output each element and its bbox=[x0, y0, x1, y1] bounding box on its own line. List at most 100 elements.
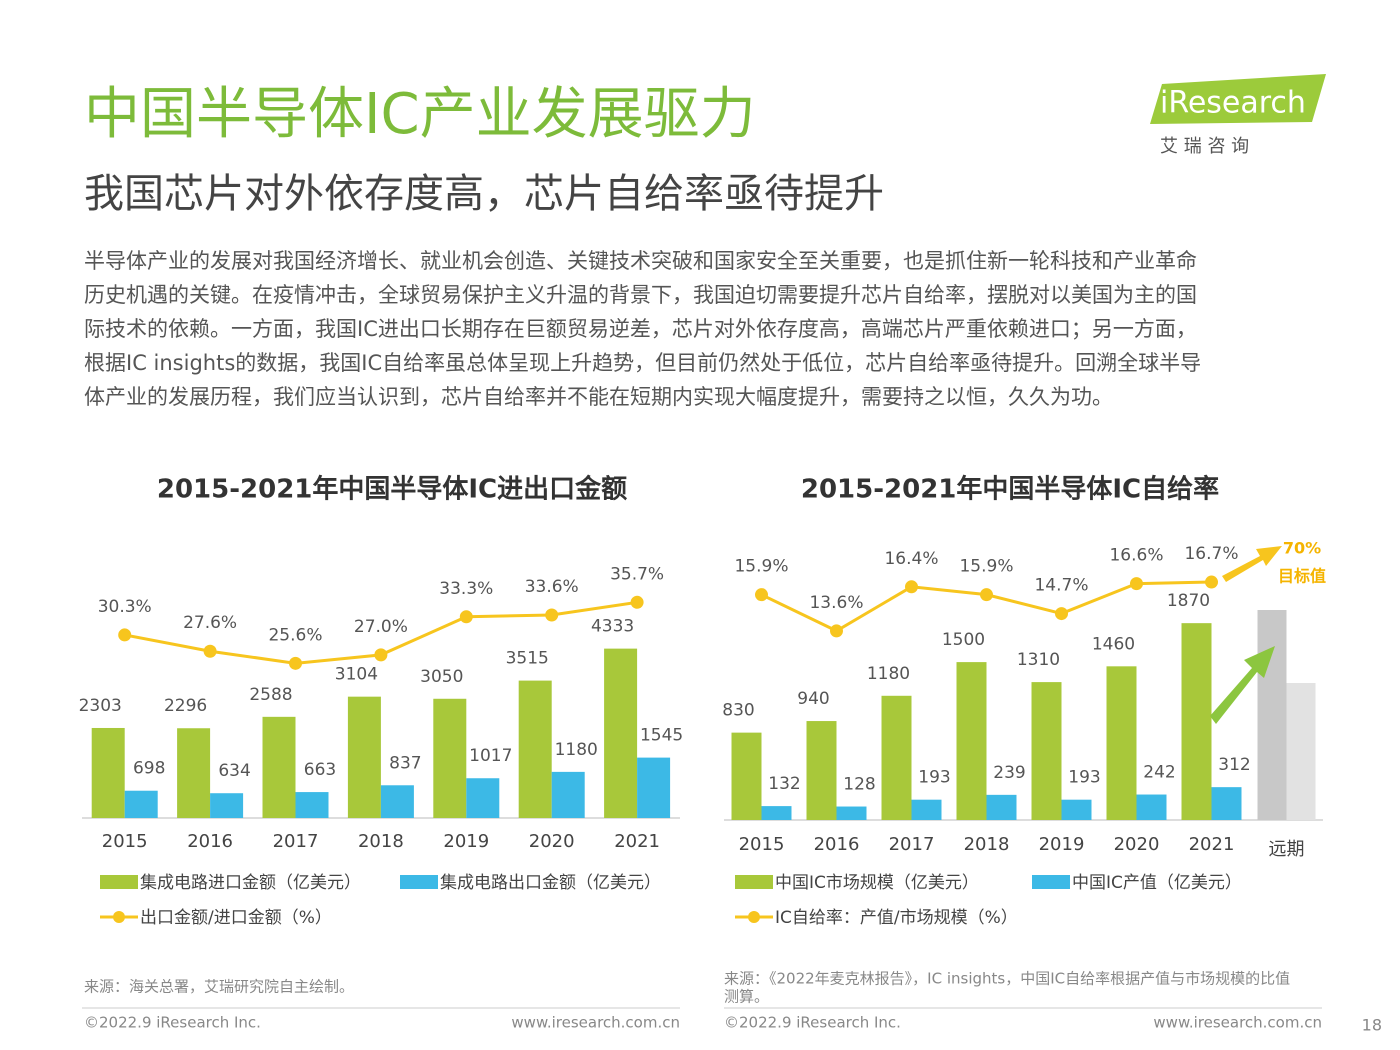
body-line: 历史机遇的关键。在疫情冲击，全球贸易保护主义升温的背景下，我国迫切需要提升芯片自… bbox=[84, 283, 1197, 307]
line-point bbox=[289, 656, 302, 670]
data-label: 33.6% bbox=[525, 577, 579, 597]
legend-swatch bbox=[113, 911, 125, 923]
body-line: 根据IC insights的数据，我国IC自给率虽总体呈现上升趋势，但目前仍然处… bbox=[84, 351, 1201, 375]
legend-swatch bbox=[735, 875, 773, 889]
x-tick-label: 2020 bbox=[529, 831, 575, 852]
x-tick-label: 2015 bbox=[739, 834, 785, 855]
data-label: 663 bbox=[304, 760, 336, 780]
bar bbox=[380, 785, 414, 818]
page-number: 18 bbox=[1362, 1016, 1382, 1035]
data-label: 15.9% bbox=[959, 557, 1013, 577]
x-tick-label: 2018 bbox=[358, 831, 404, 852]
data-label: 14.7% bbox=[1034, 576, 1088, 596]
data-label: 239 bbox=[993, 763, 1025, 783]
slide-subtitle: 我国芯片对外依存度高，芯片自给率亟待提升 bbox=[84, 171, 884, 217]
legend-label: 集成电路出口金额（亿美元） bbox=[440, 873, 661, 893]
x-tick-label: 2016 bbox=[814, 834, 860, 855]
bar bbox=[1136, 794, 1167, 820]
bar bbox=[1181, 623, 1212, 820]
bar bbox=[262, 716, 296, 818]
data-label: 1545 bbox=[640, 726, 683, 746]
chart-title: 2015-2021年中国半导体IC自给率 bbox=[801, 474, 1219, 505]
bar bbox=[1031, 682, 1062, 820]
line-point bbox=[118, 628, 132, 642]
data-label: 2588 bbox=[249, 685, 292, 705]
bar bbox=[911, 799, 942, 820]
x-tick-label: 2018 bbox=[964, 834, 1010, 855]
logo-bg bbox=[1150, 74, 1326, 124]
line-point bbox=[755, 588, 768, 602]
data-label: 3050 bbox=[420, 667, 463, 687]
bar bbox=[956, 662, 987, 820]
data-label: 1500 bbox=[942, 630, 985, 650]
legend-swatch bbox=[748, 911, 760, 923]
data-label: 634 bbox=[218, 761, 250, 781]
bar bbox=[604, 648, 638, 818]
body-line: 半导体产业的发展对我国经济增长、就业机会创造、关键技术突破和国家安全至关重要，也… bbox=[84, 249, 1197, 273]
target-bar bbox=[1286, 683, 1316, 820]
target-bar bbox=[1257, 610, 1287, 820]
line-point bbox=[1055, 607, 1068, 621]
data-label: 128 bbox=[843, 775, 875, 795]
legend-label: 中国IC市场规模（亿美元） bbox=[775, 873, 979, 893]
logo: iResearch bbox=[1160, 86, 1306, 121]
line-point bbox=[545, 608, 559, 622]
data-label: 193 bbox=[918, 768, 950, 788]
data-label: 4333 bbox=[591, 617, 634, 637]
data-label: 1017 bbox=[469, 746, 512, 766]
x-tick-label: 2017 bbox=[889, 834, 935, 855]
data-label: 15.9% bbox=[734, 557, 788, 577]
data-label: 698 bbox=[133, 759, 165, 779]
data-label: 35.7% bbox=[610, 564, 664, 584]
bar bbox=[731, 732, 762, 820]
line-point bbox=[203, 644, 217, 658]
chart-title: 2015-2021年中国半导体IC进出口金额 bbox=[157, 474, 627, 505]
data-label: 3515 bbox=[506, 649, 549, 669]
data-label: 837 bbox=[389, 753, 421, 773]
data-label: 3104 bbox=[335, 665, 378, 685]
line-point bbox=[1130, 577, 1143, 591]
slide-title: 中国半导体IC产业发展驱力 bbox=[84, 82, 756, 147]
arrow bbox=[1210, 646, 1275, 724]
copyright: ©2022.9 iResearch Inc. bbox=[84, 1014, 261, 1032]
url: www.iresearch.com.cn bbox=[511, 1014, 680, 1032]
data-label: 193 bbox=[1068, 768, 1100, 788]
x-tick-label: 远期 bbox=[1269, 839, 1305, 860]
data-label: 16.7% bbox=[1184, 544, 1238, 564]
source: 测算。 bbox=[724, 988, 769, 1006]
line-point bbox=[374, 648, 388, 662]
x-tick-label: 2021 bbox=[614, 831, 660, 852]
data-label: 27.0% bbox=[354, 617, 408, 637]
bar bbox=[295, 792, 329, 818]
data-label: 830 bbox=[722, 701, 754, 721]
bar bbox=[91, 727, 125, 818]
bar bbox=[124, 790, 158, 818]
data-label: 940 bbox=[797, 689, 829, 709]
data-label: 25.6% bbox=[268, 625, 322, 645]
source: 来源：海关总署，艾瑞研究院自主绘制。 bbox=[84, 978, 354, 996]
bar bbox=[177, 728, 211, 818]
annotation: 目标值 bbox=[1278, 567, 1326, 586]
legend-swatch bbox=[1032, 875, 1070, 889]
bar bbox=[881, 695, 912, 820]
legend-swatch bbox=[100, 875, 138, 889]
bar bbox=[836, 806, 867, 820]
line-point bbox=[1205, 575, 1218, 589]
data-label: 33.3% bbox=[439, 579, 493, 599]
x-tick-label: 2020 bbox=[1114, 834, 1160, 855]
data-label: 242 bbox=[1143, 763, 1175, 783]
data-label: 13.6% bbox=[809, 593, 863, 613]
data-label: 1460 bbox=[1092, 634, 1135, 654]
line-point bbox=[830, 624, 843, 638]
data-label: 2303 bbox=[79, 696, 122, 716]
line-point bbox=[630, 595, 644, 609]
x-tick-label: 2021 bbox=[1189, 834, 1235, 855]
data-label: 1180 bbox=[867, 664, 910, 684]
data-label: 132 bbox=[768, 774, 800, 794]
data-label: 16.6% bbox=[1109, 546, 1163, 566]
bar bbox=[1061, 799, 1092, 820]
bar bbox=[637, 757, 671, 818]
bar bbox=[806, 721, 837, 820]
bar bbox=[986, 794, 1017, 820]
